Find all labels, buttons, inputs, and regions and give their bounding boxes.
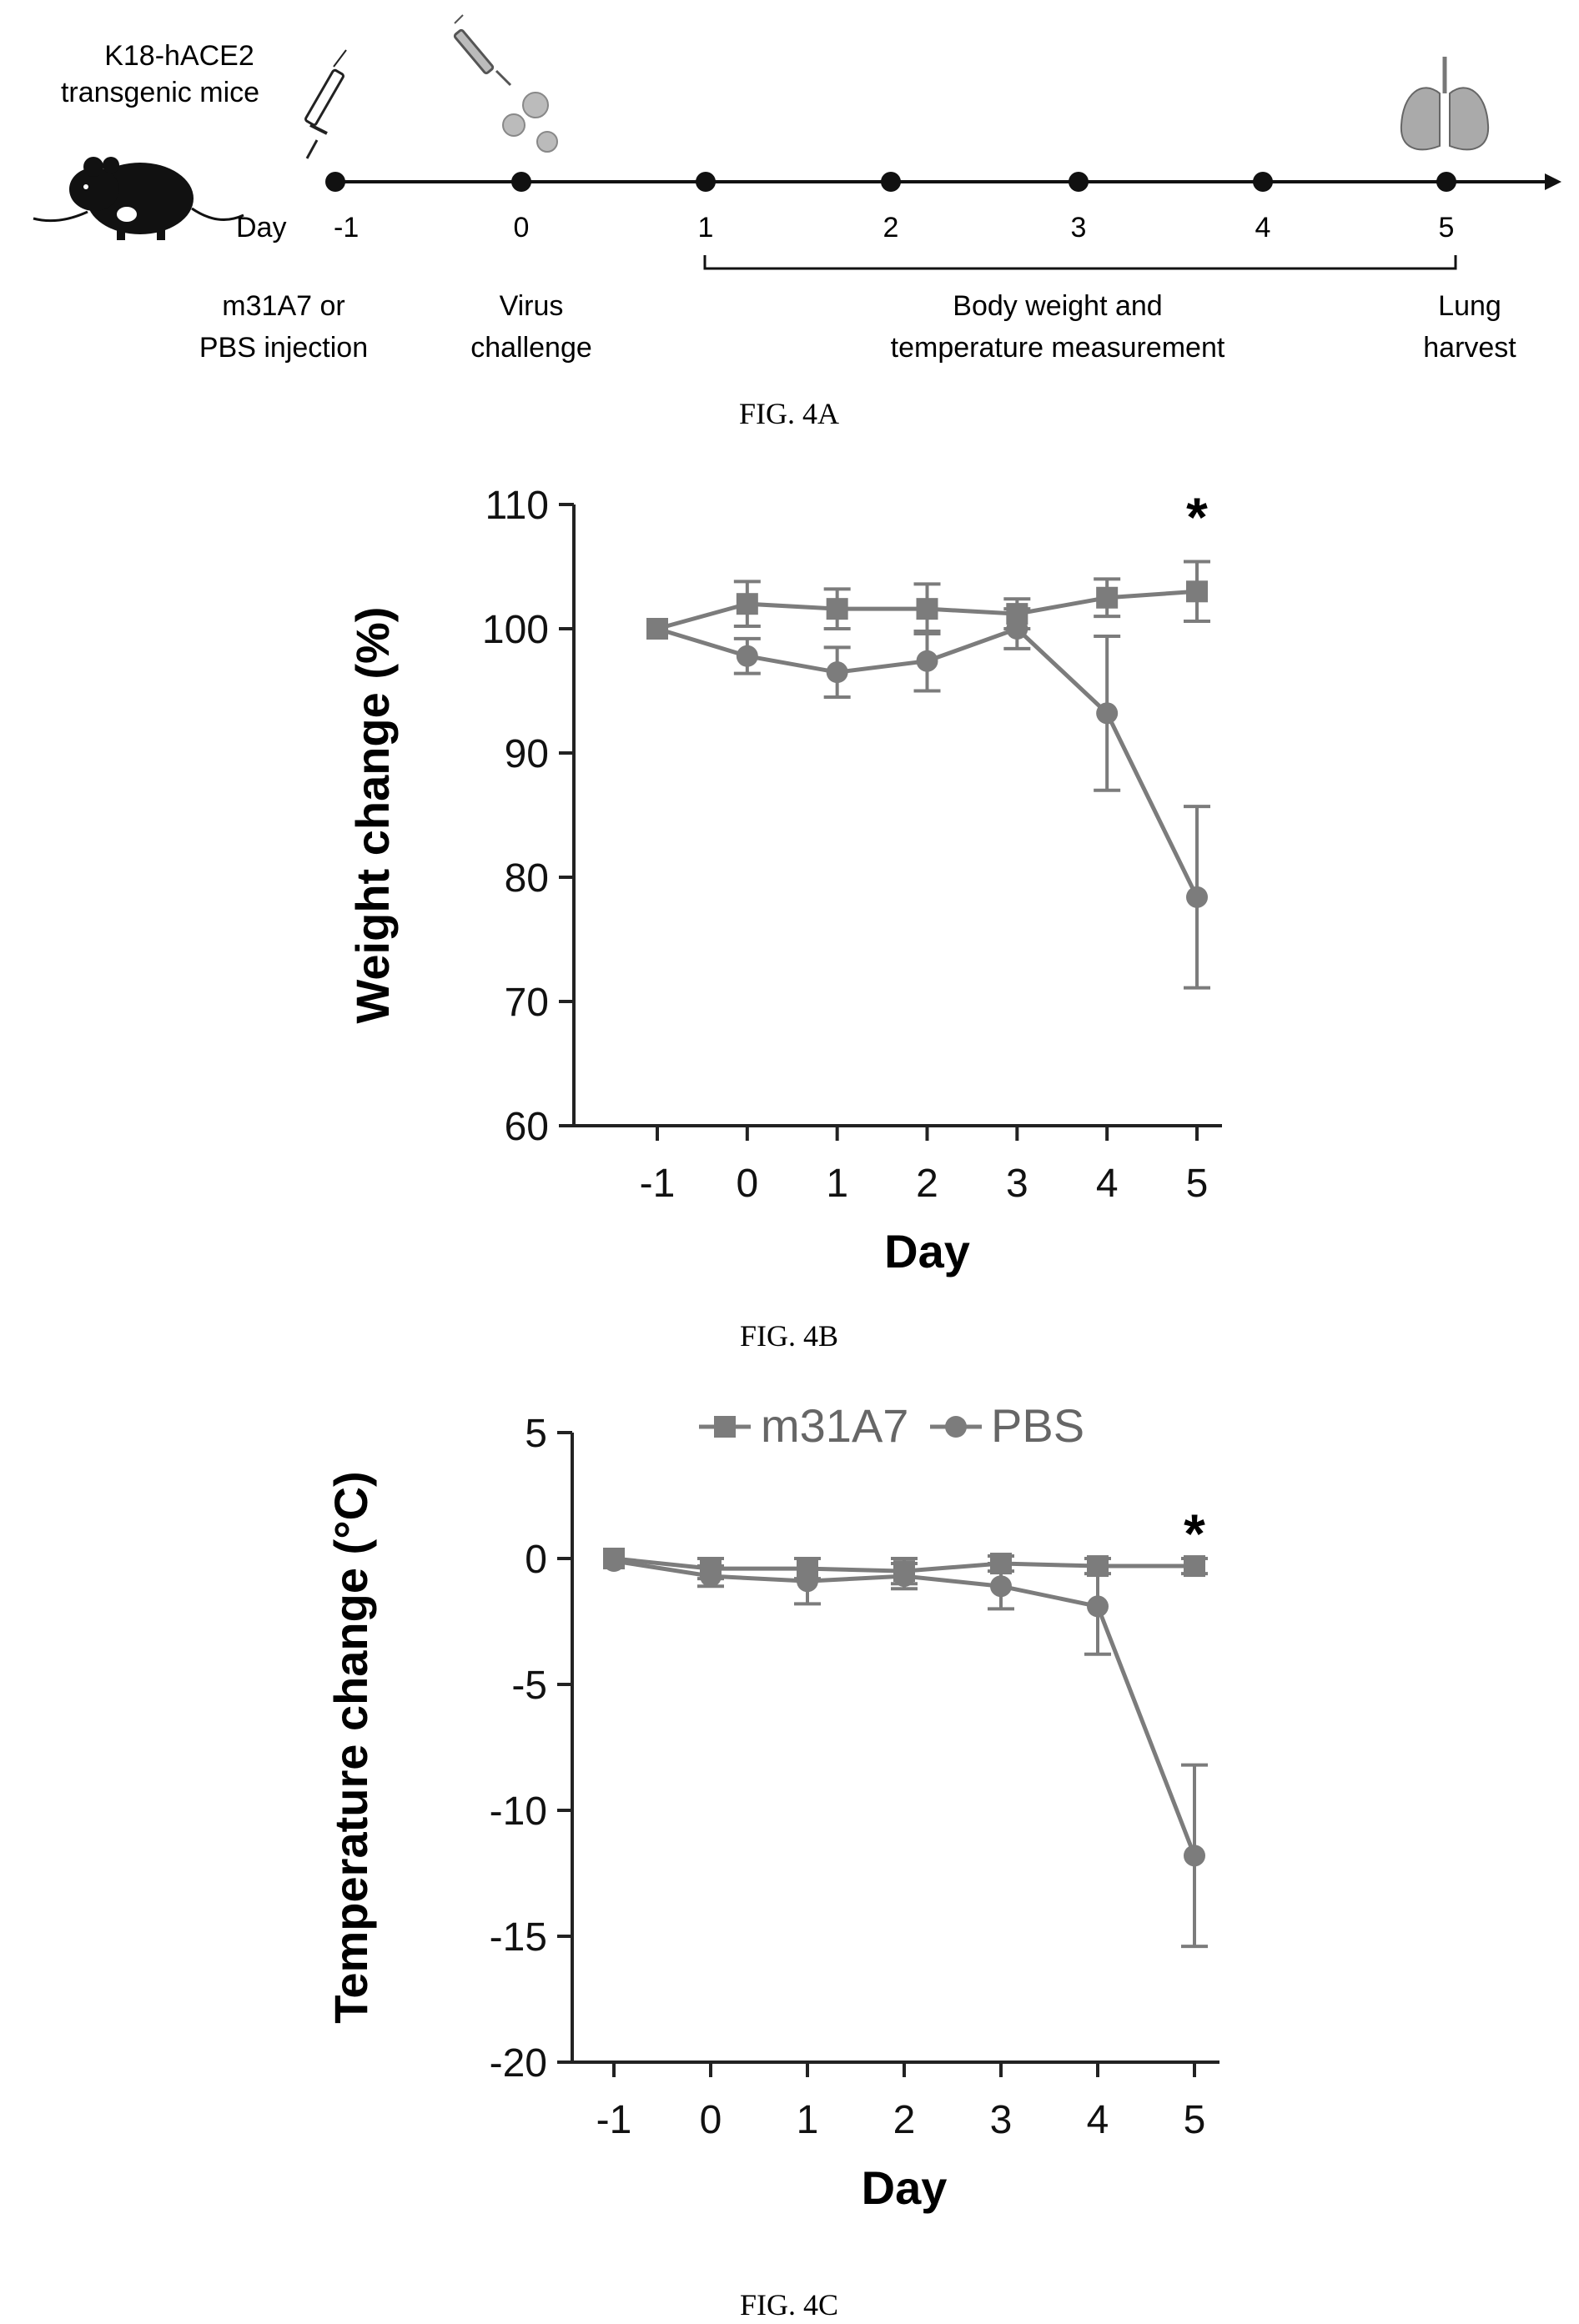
timeline-point	[1069, 172, 1089, 192]
y-tick-label: 110	[485, 484, 549, 528]
legend-marker-square	[714, 1416, 736, 1438]
significance-marker: *	[1184, 1503, 1205, 1564]
data-point-square	[1096, 586, 1119, 609]
series-m31a7	[646, 560, 1210, 640]
data-point-circle	[700, 1565, 722, 1588]
measurement-label-line1: Body weight and	[953, 290, 1162, 322]
y-tick-label: 5	[525, 1412, 547, 1456]
harvest-label-line2: harvest	[1423, 332, 1516, 364]
series-pbs	[603, 1550, 1208, 1949]
x-tick-label: 1	[797, 2098, 819, 2142]
data-point-square	[916, 598, 938, 620]
virus-icon	[502, 92, 558, 153]
data-point-square	[826, 598, 848, 620]
mouse-label-line2: transgenic mice	[61, 77, 259, 108]
data-point-circle	[1186, 886, 1208, 908]
x-tick-label: 0	[700, 2098, 722, 2142]
day-prefix: Day	[236, 212, 286, 243]
virus-label-line2: challenge	[470, 332, 592, 364]
x-tick-label: 0	[736, 1162, 758, 1206]
figure-caption-4a: FIG. 4A	[739, 397, 839, 430]
y-tick-label: 90	[505, 732, 549, 776]
data-point-circle	[1096, 702, 1119, 725]
data-point-circle	[893, 1565, 915, 1588]
timeline-day-label: 1	[698, 212, 714, 243]
y-tick-label: -15	[490, 1915, 547, 1960]
syringe-icon	[453, 14, 512, 87]
data-point-circle	[797, 1570, 818, 1593]
series-pbs	[646, 607, 1210, 990]
data-point-circle	[916, 650, 938, 672]
x-tick-label: 3	[990, 2098, 1013, 2142]
timeline-axis: Day -1 0 1 2 3 4 5	[236, 172, 1561, 243]
x-tick-label: 5	[1186, 1162, 1209, 1206]
data-point-square	[1184, 1555, 1205, 1578]
mouse-icon	[33, 157, 244, 240]
data-point-circle	[1087, 1595, 1109, 1618]
timeline-day-label: 3	[1071, 212, 1087, 243]
data-point-square	[1186, 580, 1208, 603]
data-point-circle	[826, 661, 848, 684]
harvest-label-line1: Lung	[1438, 290, 1501, 322]
x-tick-label: 2	[916, 1162, 938, 1206]
legend-label-m31a7: m31A7	[761, 1399, 908, 1452]
injection-label-line1: m31A7 or	[222, 290, 344, 322]
lung-icon	[1400, 57, 1490, 151]
temperature-chart: Temperature change (°C) Day FIG. 4C * 5 0…	[324, 1399, 1219, 2321]
timeline-day-label: 2	[883, 212, 899, 243]
injection-label-line2: PBS injection	[199, 332, 368, 364]
y-tick-label: -20	[490, 2041, 547, 2086]
x-axis-label: Day	[884, 1225, 970, 1277]
timeline-point	[696, 172, 716, 192]
measurement-bracket	[703, 255, 1457, 270]
timeline-day-label: -1	[334, 212, 359, 243]
timeline-day-label: 5	[1439, 212, 1455, 243]
data-point-circle	[1006, 618, 1028, 640]
timeline-panel: K18-hACE2 transgenic mice	[33, 14, 1561, 430]
mouse-label-line1: K18-hACE2	[104, 40, 254, 72]
data-point-circle	[603, 1550, 625, 1573]
y-tick-label: -10	[490, 1789, 547, 1834]
legend-marker-circle	[945, 1416, 967, 1438]
x-tick-label: 3	[1006, 1162, 1028, 1206]
x-tick-label: -1	[640, 1162, 676, 1206]
timeline-point	[1253, 172, 1273, 192]
y-tick-label: 100	[482, 608, 549, 652]
chart-legend: m31A7 PBS	[699, 1399, 1084, 1452]
data-point-circle	[736, 645, 758, 667]
measurement-label-line2: temperature measurement	[891, 332, 1225, 364]
timeline-point	[881, 172, 901, 192]
y-axis-label: Temperature change (°C)	[324, 1471, 377, 2023]
legend-label-pbs: PBS	[991, 1399, 1084, 1452]
x-tick-label: 4	[1096, 1162, 1119, 1206]
virus-label-line1: Virus	[500, 290, 564, 322]
x-tick-label: 2	[893, 2098, 916, 2142]
significance-marker: *	[1186, 486, 1208, 548]
y-tick-label: 0	[525, 1538, 547, 1582]
timeline-point	[325, 172, 345, 192]
syringe-icon	[304, 49, 347, 159]
data-point-circle	[646, 618, 668, 640]
x-tick-label: 1	[826, 1162, 848, 1206]
data-point-square	[736, 593, 758, 615]
y-tick-label: 80	[505, 856, 549, 901]
x-tick-label: 4	[1087, 2098, 1109, 2142]
x-tick-label: -1	[596, 2098, 632, 2142]
y-axis-label: Weight change (%)	[346, 607, 399, 1024]
data-point-circle	[990, 1575, 1012, 1598]
timeline-point	[511, 172, 531, 192]
timeline-point	[1436, 172, 1456, 192]
weight-chart: Weight change (%) Day FIG. 4B * 60 70 80 90…	[346, 484, 1222, 1353]
timeline-day-label: 4	[1255, 212, 1271, 243]
data-point-circle	[1184, 1845, 1205, 1867]
y-tick-label: 70	[505, 981, 549, 1025]
x-tick-label: 5	[1184, 2098, 1206, 2142]
x-axis-label: Day	[862, 2161, 948, 2214]
timeline-day-label: 0	[514, 212, 530, 243]
figure-caption-4c: FIG. 4C	[740, 2288, 838, 2321]
y-tick-label: 60	[505, 1105, 549, 1149]
figure-caption-4b: FIG. 4B	[740, 1319, 838, 1353]
y-tick-label: -5	[511, 1664, 547, 1708]
